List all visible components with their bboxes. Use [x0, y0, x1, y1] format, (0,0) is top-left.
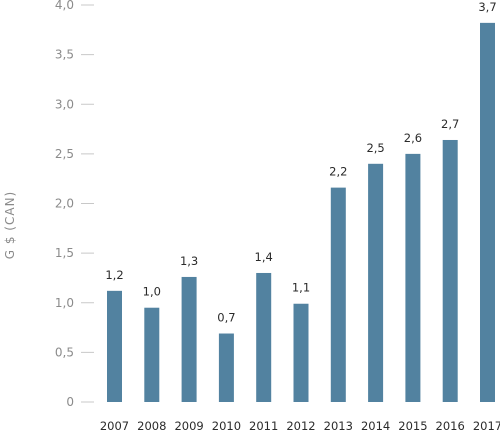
x-tick-label-2013: 2013: [324, 419, 353, 433]
bar-2016: [442, 139, 458, 403]
data-label-2014: 2,5: [366, 141, 384, 155]
y-tick-label: 2,0: [55, 197, 74, 211]
y-tick-label: 1,5: [55, 246, 74, 260]
data-label-2017: 3,7: [478, 0, 496, 14]
data-label-2016: 2,7: [441, 117, 459, 131]
data-label-2007: 1,2: [105, 268, 123, 282]
y-tick-label: 2,5: [55, 147, 74, 161]
bar-2011: [256, 272, 272, 402]
data-label-2010: 0,7: [217, 311, 235, 325]
x-tick-label-2011: 2011: [249, 419, 278, 433]
bar-2010: [218, 333, 234, 402]
data-label-2015: 2,6: [404, 131, 422, 145]
y-tick-label: 3,5: [55, 48, 74, 62]
x-tick-label-2007: 2007: [100, 419, 129, 433]
bar-2007: [107, 290, 122, 402]
bar-2017: [480, 22, 495, 403]
y-tick-label: 4,0: [55, 0, 74, 12]
y-tick-label: 0: [66, 395, 74, 409]
x-tick-label-2012: 2012: [286, 419, 315, 433]
x-axis: 2007 2008 2009 2010 2011 2012 2013 2014 2015 2016…: [100, 419, 500, 433]
x-tick-label-2010: 2010: [212, 419, 241, 433]
x-tick-label-2015: 2015: [398, 419, 427, 433]
data-label-2013: 2,2: [329, 165, 347, 179]
y-tick-label: 0,5: [55, 345, 74, 359]
x-tick-label-2008: 2008: [137, 419, 166, 433]
bar-2015: [405, 153, 421, 402]
y-tick-label: 1,0: [55, 296, 74, 310]
y-axis: 0 0,5 1,0 1,5 2,0 2,5 3,0 3,5 4,0: [55, 0, 94, 409]
data-label-2009: 1,3: [180, 254, 198, 268]
data-label-2011: 1,4: [255, 250, 273, 264]
bar-2009: [181, 276, 197, 402]
data-label-2008: 1,0: [143, 285, 161, 299]
bar-2012: [293, 303, 309, 402]
data-label-2012: 1,1: [292, 281, 310, 295]
bar-2013: [330, 187, 346, 402]
x-tick-label-2016: 2016: [436, 419, 465, 433]
x-tick-label-2014: 2014: [361, 419, 390, 433]
bar-2014: [368, 163, 384, 402]
bar-2008: [144, 307, 160, 402]
y-tick-label: 3,0: [55, 97, 74, 111]
y-axis-label: G $ (CAN): [3, 191, 17, 260]
bars: 1,2 1,0 1,3 0,7 1,4 1,1 2,2 2,5 2,6 2,7 3,7: [105, 0, 497, 403]
x-tick-label-2009: 2009: [174, 419, 203, 433]
x-tick-label-2017: 2017: [473, 419, 500, 433]
